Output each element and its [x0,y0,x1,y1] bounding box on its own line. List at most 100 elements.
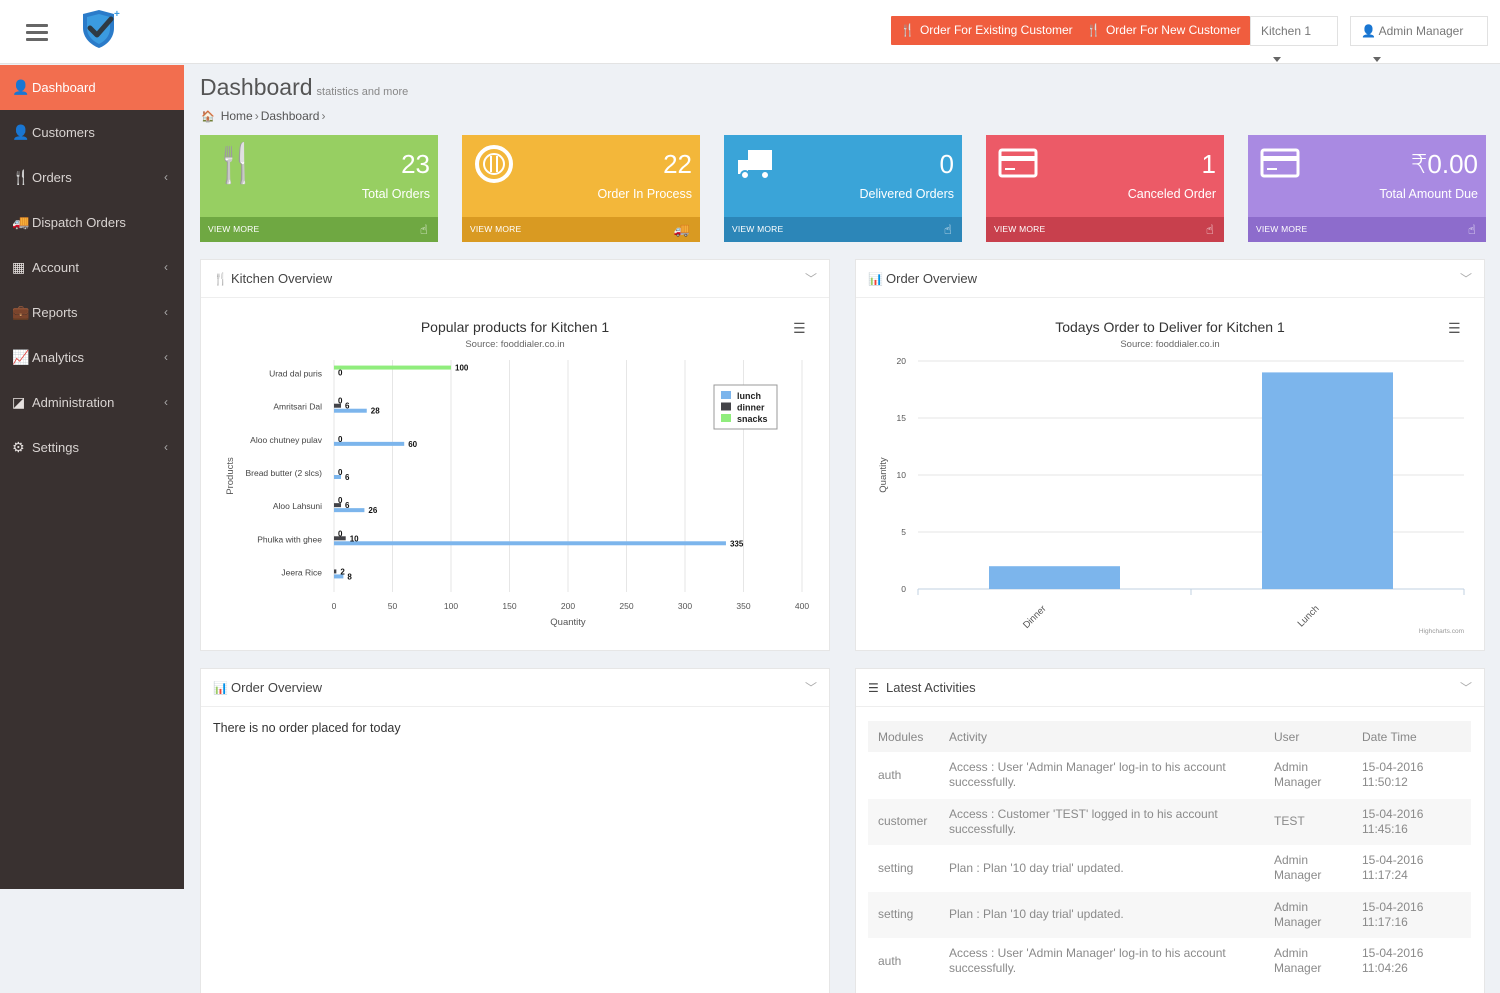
cell-activity: Access : User 'Admin Manager' log-in to … [949,946,1226,976]
column-header: User [1264,721,1352,752]
bar-dinner [334,569,337,574]
breadcrumb-dashboard[interactable]: Dashboard [260,109,320,123]
data-label: 28 [371,407,380,416]
chart-menu-icon[interactable]: ☰ [1448,320,1461,336]
sidebar-item-analytics[interactable]: 📈 Analytics ‹ [0,335,184,380]
x-tick-label: Lunch [1296,603,1322,629]
legend-swatch-lunch [721,391,731,399]
cell-datetime: 15-04-2016 11:17:24 [1362,853,1424,883]
data-label: 0 [338,369,343,378]
data-label: 10 [350,534,359,543]
page-subtitle: statistics and more [316,86,409,98]
sidebar-item-reports[interactable]: 💼 Reports ‹ [0,290,184,335]
legend-label-dinner: dinner [737,403,765,413]
hand-pointer-icon: ☝ [419,222,428,237]
view-more-label: VIEW MORE [1256,224,1308,234]
menu-toggle-icon[interactable] [26,24,48,42]
data-label: 0 [338,529,343,538]
cell-user: Admin Manager [1264,891,1352,938]
chart-menu-icon[interactable]: ☰ [793,320,806,336]
y-tick-label: Bread butter (2 slcs) [245,468,322,478]
panel-title: Kitchen Overview [231,271,333,286]
panel-header: 📊 Order Overview ﹀ [201,669,829,707]
tile-label: Delivered Orders [859,187,954,201]
kitchen-select-value: Kitchen 1 [1261,24,1312,38]
sidebar: 👤 Dashboard 👤 Customers 🍴 Orders ‹ 🚚 Dispatch… [0,65,184,889]
y-axis-label: Quantity [878,457,889,493]
tile-view-more[interactable]: VIEW MORE 🚚 [462,217,700,242]
user-menu[interactable]: 👤 Admin Manager [1350,16,1488,63]
logo-shield-icon[interactable]: + [78,8,120,50]
x-tick-label: 150 [502,601,516,611]
bar-lunch [334,574,344,579]
user-icon: 👤 [12,124,30,140]
x-tick-label: 350 [736,601,750,611]
sidebar-item-orders[interactable]: 🍴 Orders ‹ [0,155,184,200]
chart-subtitle: Source: fooddialer.co.in [1120,339,1220,350]
panel-header: ☰ Latest Activities ﹀ [856,669,1484,707]
line-chart-icon: 📈 [12,349,30,365]
order-new-customer-button[interactable]: 🍴 Order For New Customer [1077,16,1250,45]
sidebar-item-customers[interactable]: 👤 Customers [0,110,184,155]
bar-lunch [334,408,367,413]
sidebar-item-settings[interactable]: ⚙ Settings ‹ [0,425,184,470]
list-icon: ☰ [868,681,879,695]
table-header-row: Modules Activity User Date Time [868,721,1471,752]
tile-view-more[interactable]: VIEW MORE ☝ [986,217,1224,242]
bar-lunch [334,475,342,479]
cell-datetime: 15-04-2016 11:17:16 [1352,891,1471,938]
chevron-down-icon[interactable]: ﹀ [1459,272,1472,286]
legend-label-lunch: lunch [737,391,761,401]
svg-text:+: + [114,9,120,20]
credit-card-icon [998,148,1038,178]
sidebar-item-administration[interactable]: ◪ Administration ‹ [0,380,184,425]
tile-delivered-orders[interactable]: 0 Delivered Orders VIEW MORE ☝ [724,135,962,242]
y-tick-label: Aloo Lahsuni [273,501,322,511]
chart-title: Popular products for Kitchen 1 [420,319,610,335]
sidebar-item-label: Account [32,260,79,275]
chevron-down-icon[interactable]: ﹀ [1459,681,1472,695]
sidebar-item-dashboard[interactable]: 👤 Dashboard [0,65,184,110]
tile-view-more[interactable]: VIEW MORE ☝ [724,217,962,242]
cell-activity: Plan : Plan '10 day trial' updated. [949,860,1124,875]
column-header: Activity [939,721,1264,752]
tile-label: Total Amount Due [1379,187,1478,201]
sidebar-item-label: Settings [32,440,79,455]
order-existing-customer-button[interactable]: 🍴 Order For Existing Customer [891,16,1082,45]
sidebar-item-label: Administration [32,395,115,410]
cutlery-icon: 🍴 [12,169,30,185]
chevron-down-icon[interactable]: ﹀ [804,272,817,286]
tile-view-more[interactable]: VIEW MORE ☝ [200,217,438,242]
popular-products-chart: 0 50 100 150 200 250 300 350 400QuantityProducts… [225,360,809,628]
tile-total-amount-due[interactable]: ₹0.00 Total Amount Due VIEW MORE ☝ [1248,135,1486,242]
bar-chart-icon: 📊 [213,681,228,695]
chevron-down-icon[interactable]: ﹀ [804,681,817,695]
column-header: Date Time [1352,721,1471,752]
data-label: 0 [338,397,343,406]
sidebar-item-account[interactable]: ▦ Account ‹ [0,245,184,290]
cell-user: TEST [1264,798,1352,845]
todays-orders-chart: 0 5 10 15 20 Quantity Dinner Lunch Highcharts.co… [878,356,1465,635]
view-more-label: VIEW MORE [732,224,784,234]
tile-order-in-process[interactable]: 22 Order In Process VIEW MORE 🚚 [462,135,700,242]
legend-label-snacks: snacks [737,414,768,424]
tile-canceled-order[interactable]: 1 Canceled Order VIEW MORE ☝ [986,135,1224,242]
sidebar-item-dispatch-orders[interactable]: 🚚 Dispatch Orders [0,200,184,245]
data-label: 6 [345,501,350,510]
briefcase-icon: 💼 [12,304,30,320]
cell-datetime: 15-04-2016 11:04:26 [1362,946,1424,976]
x-tick-label: Dinner [1021,603,1049,631]
tile-total-orders[interactable]: 🍴 23 Total Orders VIEW MORE ☝ [200,135,438,242]
y-tick-label: 10 [897,470,907,480]
tile-view-more[interactable]: VIEW MORE ☝ [1248,217,1486,242]
cell-user: Admin Manager [1274,760,1322,790]
hand-pointer-icon: ☝ [1467,222,1476,237]
view-more-label: VIEW MORE [208,224,260,234]
breadcrumb-home[interactable]: Home [220,109,253,123]
view-more-label: VIEW MORE [470,224,522,234]
chart-credit: Highcharts.com [1419,628,1464,635]
cell-module: setting [878,860,914,875]
home-icon: 🏠 [201,111,215,123]
user-icon: 👤 [12,79,30,95]
kitchen-select[interactable]: Kitchen 1 [1250,16,1338,63]
